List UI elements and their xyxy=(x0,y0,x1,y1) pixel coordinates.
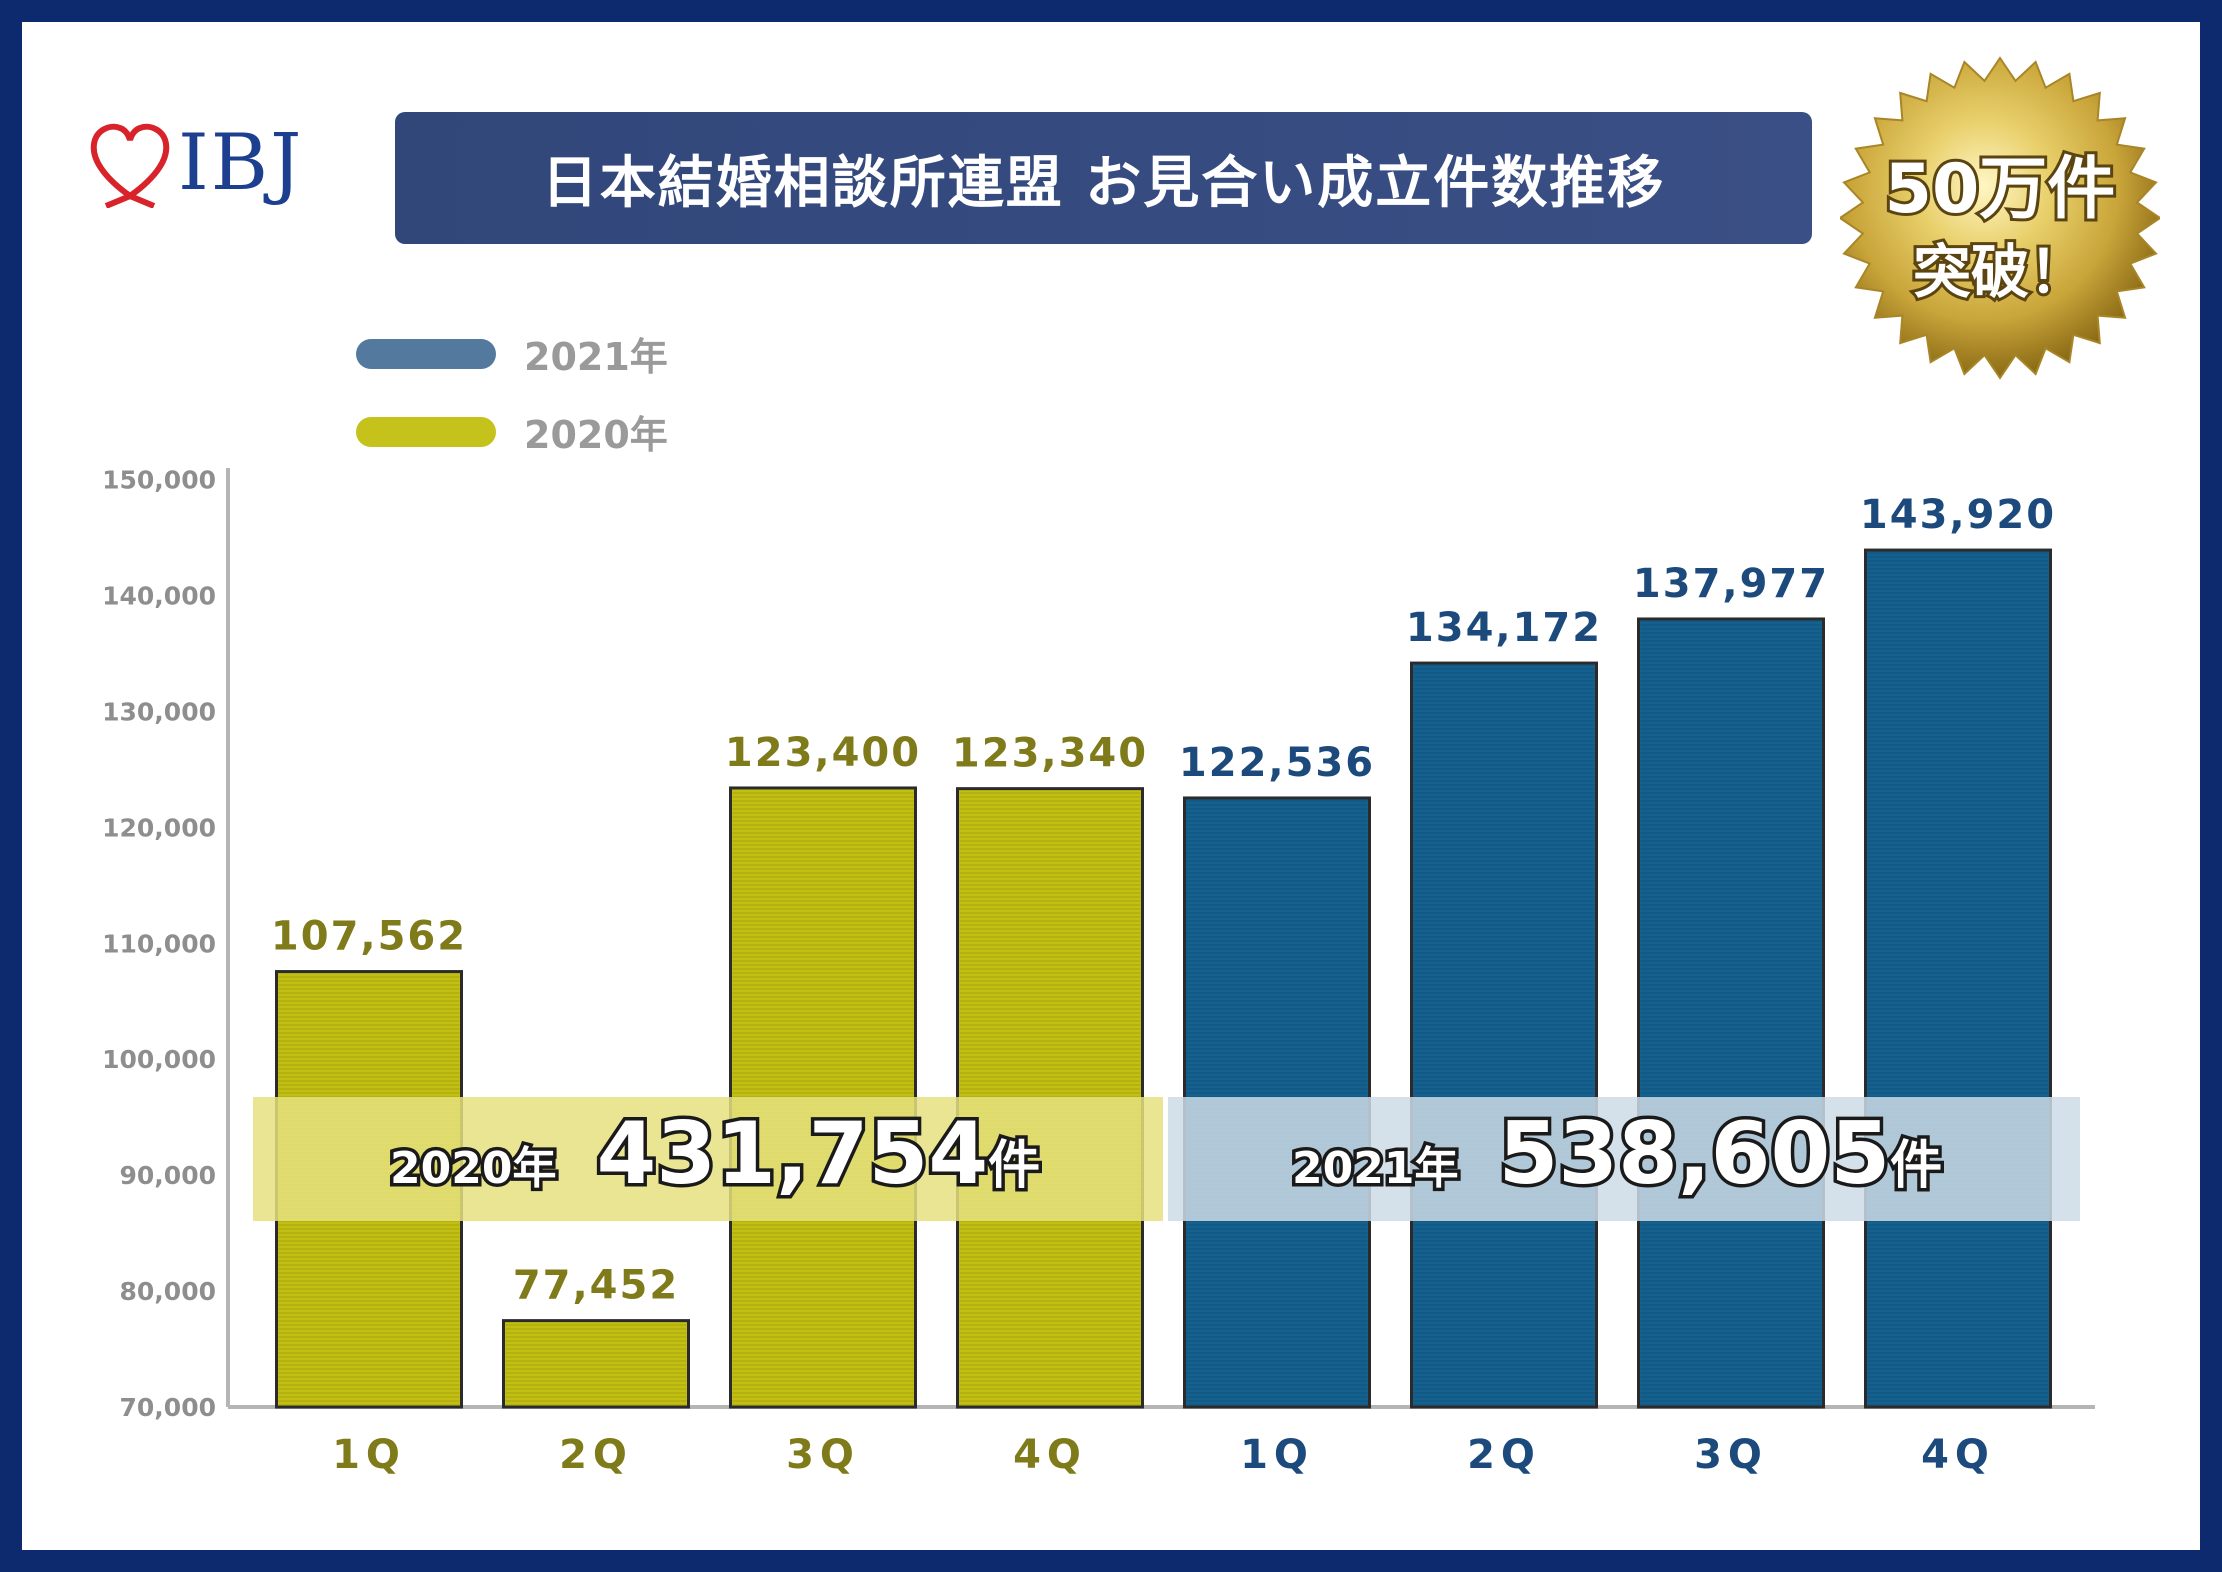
x-tick-label: 2Q xyxy=(1467,1432,1541,1478)
y-tick-label: 80,000 xyxy=(120,1277,216,1306)
bar-value-label: 134,172 xyxy=(1406,605,1602,651)
x-tick-label: 3Q xyxy=(786,1432,860,1478)
chart-title: 日本結婚相談所連盟 お見合い成立件数推移 xyxy=(541,150,1666,216)
total-band-2021 xyxy=(1168,1097,2080,1221)
y-tick-label: 130,000 xyxy=(102,697,216,726)
legend-swatch-2021 xyxy=(356,338,496,369)
legend-label-2020: 2020年 xyxy=(524,413,668,457)
x-tick-label: 2Q xyxy=(559,1432,633,1478)
x-tick-label: 1Q xyxy=(332,1432,406,1478)
ibj-logo: IBJ xyxy=(88,118,303,208)
gold-seal-badge: 50万件 突破！ xyxy=(1840,56,2160,380)
title-banner: 日本結婚相談所連盟 お見合い成立件数推移 xyxy=(395,112,1812,244)
x-tick-label: 4Q xyxy=(1921,1432,1995,1478)
bar-value-label: 123,340 xyxy=(952,731,1148,777)
y-tick-label: 90,000 xyxy=(120,1161,216,1190)
y-tick-label: 110,000 xyxy=(102,929,216,958)
badge-line1: 50万件 xyxy=(1885,150,2116,229)
total-2021-label: 2021年 538,605件 xyxy=(1292,1104,1942,1204)
logo-text: IBJ xyxy=(178,118,304,208)
bar-value-label: 123,400 xyxy=(725,730,921,776)
bar-value-label: 143,920 xyxy=(1860,492,2056,538)
y-tick-label: 140,000 xyxy=(102,582,216,611)
bar-value-label: 77,452 xyxy=(513,1263,679,1309)
legend-swatch-2020 xyxy=(356,416,496,447)
bar-texture xyxy=(1867,552,2049,1405)
y-tick-label: 150,000 xyxy=(102,466,216,495)
bar-texture xyxy=(1640,620,1822,1405)
legend-item-2021: 2021年 xyxy=(356,326,668,381)
bar-value-label: 122,536 xyxy=(1179,740,1375,786)
badge-line2: 突破！ xyxy=(1913,238,2087,306)
heart-ribbon-icon xyxy=(90,123,170,208)
bar-value-label: 107,562 xyxy=(271,914,467,960)
legend-item-2020: 2020年 xyxy=(356,404,668,459)
total-2020-label: 2020年 431,754件 xyxy=(390,1104,1040,1204)
legend-label-2021: 2021年 xyxy=(524,335,668,379)
x-tick-label: 4Q xyxy=(1013,1432,1087,1478)
bar-texture xyxy=(505,1322,687,1405)
total-band-2020 xyxy=(253,1097,1163,1221)
bar-value-label: 137,977 xyxy=(1633,561,1829,607)
x-tick-label: 3Q xyxy=(1694,1432,1768,1478)
y-tick-label: 70,000 xyxy=(120,1393,216,1422)
bar-texture xyxy=(1413,665,1595,1405)
y-tick-label: 120,000 xyxy=(102,813,216,842)
y-tick-label: 100,000 xyxy=(102,1045,216,1074)
x-tick-label: 1Q xyxy=(1240,1432,1314,1478)
